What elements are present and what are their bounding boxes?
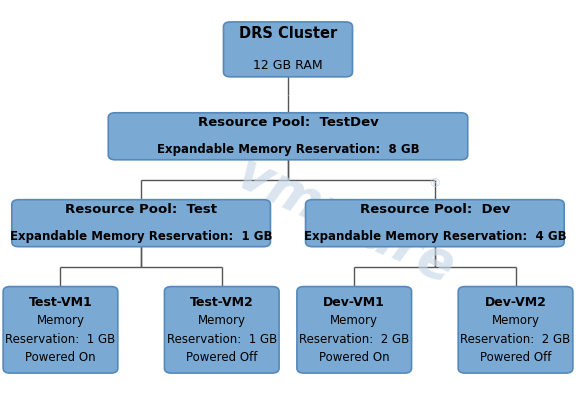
Text: Dev-VM2: Dev-VM2	[484, 295, 547, 308]
FancyBboxPatch shape	[458, 287, 573, 373]
Text: Expandable Memory Reservation:  1 GB: Expandable Memory Reservation: 1 GB	[10, 230, 272, 243]
FancyBboxPatch shape	[305, 200, 564, 246]
Text: ®: ®	[429, 177, 441, 190]
Text: Memory: Memory	[330, 314, 378, 327]
Text: Reservation:  2 GB: Reservation: 2 GB	[460, 333, 571, 346]
Text: Memory: Memory	[36, 314, 85, 327]
Text: 12 GB RAM: 12 GB RAM	[253, 59, 323, 72]
Text: Powered On: Powered On	[25, 351, 96, 364]
Text: DRS Cluster: DRS Cluster	[239, 26, 337, 41]
Text: Dev-VM1: Dev-VM1	[323, 295, 385, 308]
Text: Memory: Memory	[491, 314, 540, 327]
FancyBboxPatch shape	[164, 287, 279, 373]
Text: Memory: Memory	[198, 314, 246, 327]
FancyBboxPatch shape	[297, 287, 411, 373]
Text: Powered Off: Powered Off	[480, 351, 551, 364]
Text: vmware: vmware	[228, 148, 463, 295]
Text: Reservation:  1 GB: Reservation: 1 GB	[5, 333, 116, 346]
FancyBboxPatch shape	[3, 287, 118, 373]
Text: Powered On: Powered On	[319, 351, 389, 364]
Text: Reservation:  2 GB: Reservation: 2 GB	[299, 333, 410, 346]
Text: Test-VM1: Test-VM1	[29, 295, 92, 308]
Text: Test-VM2: Test-VM2	[190, 295, 253, 308]
FancyBboxPatch shape	[223, 22, 353, 77]
FancyBboxPatch shape	[12, 200, 271, 246]
Text: Reservation:  1 GB: Reservation: 1 GB	[166, 333, 277, 346]
Text: Resource Pool:  Test: Resource Pool: Test	[65, 203, 217, 216]
Text: Resource Pool:  TestDev: Resource Pool: TestDev	[198, 116, 378, 129]
Text: Powered Off: Powered Off	[186, 351, 257, 364]
Text: Resource Pool:  Dev: Resource Pool: Dev	[360, 203, 510, 216]
FancyBboxPatch shape	[108, 113, 468, 160]
Text: Expandable Memory Reservation:  8 GB: Expandable Memory Reservation: 8 GB	[157, 143, 419, 156]
Text: Expandable Memory Reservation:  4 GB: Expandable Memory Reservation: 4 GB	[304, 230, 566, 243]
